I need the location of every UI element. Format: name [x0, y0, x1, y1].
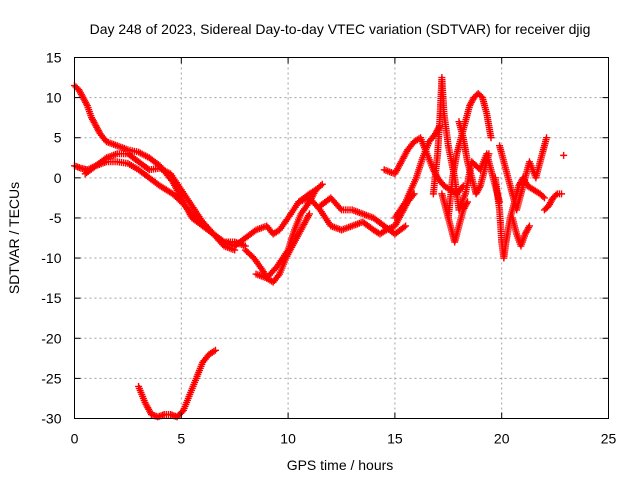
- data-point: [485, 150, 493, 158]
- data-point: [525, 222, 533, 230]
- data-point: [318, 180, 326, 188]
- x-tick-label: 10: [280, 431, 296, 447]
- data-point: [560, 151, 568, 159]
- y-tick-labels: -30 -25 -20 -15 -10 -5 0 5 10 15: [41, 50, 61, 427]
- chart-title: Day 248 of 2023, Sidereal Day-to-day VTE…: [90, 21, 591, 37]
- data-points: [71, 74, 568, 421]
- x-tick-label: 15: [387, 431, 403, 447]
- y-tick-label: 15: [46, 50, 62, 66]
- data-point: [558, 190, 566, 198]
- y-tick-label: -25: [41, 370, 61, 386]
- data-point: [539, 193, 547, 201]
- y-tick-label: -30: [41, 411, 61, 427]
- x-tick-label: 25: [601, 431, 617, 447]
- y-axis-label: SDTVAR / TECUs: [6, 182, 22, 294]
- y-tick-label: -5: [49, 210, 62, 226]
- plot-frame: [74, 57, 609, 419]
- data-point: [210, 347, 218, 355]
- data-point: [463, 200, 471, 208]
- grid: [74, 57, 609, 419]
- data-point: [402, 222, 410, 230]
- data-point: [464, 198, 472, 206]
- y-tick-label: -15: [41, 290, 61, 306]
- data-point: [540, 194, 548, 202]
- data-point: [317, 182, 325, 190]
- data-point: [543, 134, 551, 142]
- data-point: [475, 183, 483, 191]
- data-point: [211, 346, 219, 354]
- data-point: [487, 134, 495, 142]
- data-point: [525, 224, 533, 232]
- x-tick-label: 5: [177, 431, 185, 447]
- x-tick-labels: 0 5 10 15 20 25: [71, 431, 617, 447]
- data-point: [552, 191, 560, 199]
- data-point: [400, 223, 408, 231]
- data-point: [336, 204, 344, 212]
- axis-ticks: [74, 57, 609, 419]
- x-tick-label: 20: [494, 431, 510, 447]
- y-tick-label: -10: [41, 250, 61, 266]
- y-tick-label: 10: [46, 90, 62, 106]
- data-point: [274, 272, 282, 280]
- y-tick-label: 0: [54, 170, 62, 186]
- y-tick-label: 5: [54, 130, 62, 146]
- y-tick-label: -20: [41, 330, 61, 346]
- data-point: [305, 210, 313, 218]
- data-point: [82, 100, 90, 108]
- x-tick-label: 0: [71, 431, 79, 447]
- x-axis-label: GPS time / hours: [287, 457, 394, 473]
